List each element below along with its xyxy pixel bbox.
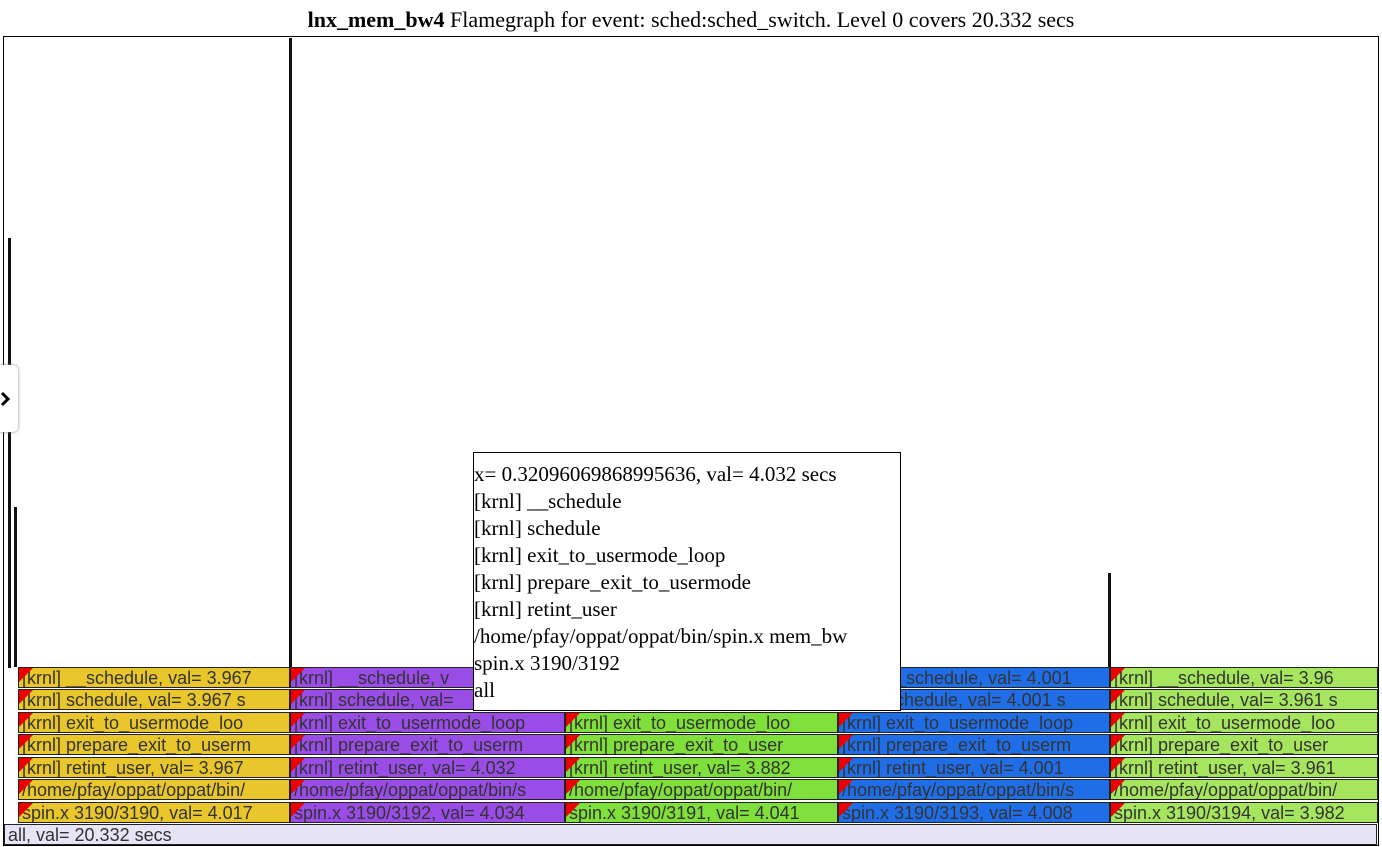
frame-marker — [291, 712, 305, 727]
frame[interactable]: [krnl] exit_to_usermode_loo — [18, 711, 290, 733]
frame[interactable]: [krnl] retint_user, val= 3.961 — [1110, 756, 1378, 778]
frame[interactable]: spin.x 3190/3190, val= 4.017 — [18, 801, 290, 823]
frame-marker — [566, 735, 580, 749]
frame-marker — [19, 735, 33, 749]
frame-marker — [291, 780, 305, 794]
frame-marker — [1111, 780, 1125, 794]
tooltip-line: all — [474, 678, 495, 702]
tooltip-line: spin.x 3190/3192 — [474, 651, 620, 675]
frame[interactable]: [krnl] exit_to_usermode_loop — [838, 711, 1110, 733]
tooltip-line: [krnl] retint_user — [474, 597, 617, 621]
frame-marker — [839, 712, 853, 727]
frame[interactable]: [krnl] retint_user, val= 4.032 — [290, 756, 565, 778]
frame[interactable]: spin.x 3190/3194, val= 3.982 — [1110, 801, 1378, 823]
frame-marker — [566, 780, 580, 794]
frame[interactable]: [krnl] retint_user, val= 3.882 — [565, 756, 838, 778]
frame[interactable]: spin.x 3190/3191, val= 4.041 — [565, 801, 838, 823]
frame[interactable]: [krnl] prepare_exit_to_userm — [838, 734, 1110, 755]
frame-marker — [1111, 757, 1125, 772]
frame[interactable]: [krnl] __schedule, val= 3.96 — [1110, 666, 1378, 688]
frame[interactable]: [krnl] schedule, val= 3.961 s — [1110, 689, 1378, 710]
frame[interactable]: [krnl] exit_to_usermode_loo — [1110, 711, 1378, 733]
frame[interactable]: [krnl] retint_user, val= 4.001 — [838, 756, 1110, 778]
spike — [14, 507, 17, 667]
frame-marker — [566, 757, 580, 772]
frame[interactable]: [krnl] prepare_exit_to_user — [1110, 734, 1378, 755]
frame-marker — [19, 780, 33, 794]
frame[interactable]: /home/pfay/oppat/oppat/bin/s — [290, 779, 565, 800]
chevron — [0, 391, 11, 407]
frame[interactable]: [krnl] prepare_exit_to_userm — [18, 734, 290, 755]
tooltip-line: x= 0.32096069868995636, val= 4.032 secs — [474, 462, 837, 486]
tooltip-line: /home/pfay/oppat/oppat/bin/spin.x mem_bw — [474, 624, 848, 648]
title-bold: lnx_mem_bw4 — [307, 7, 445, 32]
frame[interactable]: spin.x 3190/3192, val= 4.034 — [290, 801, 565, 823]
title-rest: Flamegraph for event: sched:sched_switch… — [450, 7, 1075, 32]
frame-marker — [19, 690, 33, 704]
frame-marker — [19, 802, 33, 817]
frame-marker — [839, 735, 853, 749]
frame[interactable]: [krnl] schedule, val= 3.967 s — [18, 689, 290, 710]
frame-marker — [1111, 712, 1125, 727]
frame[interactable]: [krnl] exit_to_usermode_loop — [290, 711, 565, 733]
tooltip-line: [krnl] exit_to_usermode_loop — [474, 543, 726, 567]
title: lnx_mem_bw4 Flamegraph for event: sched:… — [0, 7, 1382, 33]
frame-marker — [1111, 667, 1125, 682]
frame[interactable]: /home/pfay/oppat/oppat/bin/s — [838, 779, 1110, 800]
frame-marker — [839, 802, 853, 817]
frame-marker — [1111, 802, 1125, 817]
frame-marker — [291, 735, 305, 749]
frame[interactable]: /home/pfay/oppat/oppat/bin/ — [18, 779, 290, 800]
root-frame[interactable]: all, val= 20.332 secs — [4, 824, 1377, 845]
frame-marker — [566, 802, 580, 817]
frame-marker — [291, 690, 305, 704]
tooltip-line: [krnl] __schedule — [474, 489, 622, 513]
flamegraph-area — [3, 36, 1379, 846]
spike — [8, 238, 11, 668]
frame[interactable]: [krnl] exit_to_usermode_loo — [565, 711, 838, 733]
frame-marker — [839, 780, 853, 794]
frame-marker — [839, 757, 853, 772]
frame-marker — [19, 712, 33, 727]
frame[interactable]: /home/pfay/oppat/oppat/bin/ — [565, 779, 838, 800]
tooltip-line: [krnl] prepare_exit_to_usermode — [474, 570, 751, 594]
frame[interactable]: [krnl] retint_user, val= 3.967 — [18, 756, 290, 778]
spike — [1108, 573, 1111, 668]
tooltip-line: [krnl] schedule — [474, 516, 601, 540]
frame-marker — [19, 667, 33, 682]
frame[interactable]: [krnl] prepare_exit_to_userm — [290, 734, 565, 755]
frame-marker — [1111, 735, 1125, 749]
frame[interactable]: [krnl] prepare_exit_to_user — [565, 734, 838, 755]
spike — [289, 38, 292, 668]
frame-marker — [291, 667, 305, 682]
frame-marker — [1111, 690, 1125, 704]
frame-marker — [19, 757, 33, 772]
side-tab[interactable] — [0, 365, 18, 432]
frame[interactable]: spin.x 3190/3193, val= 4.008 — [838, 801, 1110, 823]
frame[interactable]: [krnl] __schedule, val= 3.967 — [18, 666, 290, 688]
frame-marker — [291, 757, 305, 772]
frame-marker — [291, 802, 305, 817]
frame-marker — [566, 712, 580, 727]
frame[interactable]: /home/pfay/oppat/oppat/bin/ — [1110, 779, 1378, 800]
tooltip: x= 0.32096069868995636, val= 4.032 secs [… — [473, 452, 901, 711]
